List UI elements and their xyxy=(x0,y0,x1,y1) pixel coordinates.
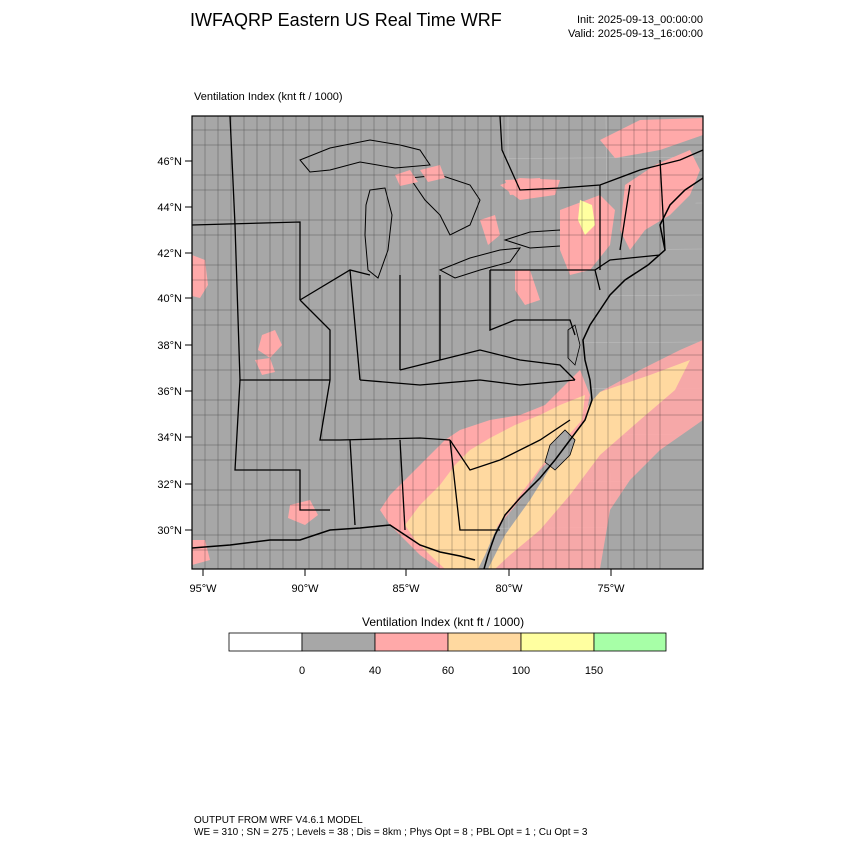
footer-line-1: OUTPUT FROM WRF V4.6.1 MODEL xyxy=(194,815,363,826)
lat-label: 40°N xyxy=(157,293,182,305)
lat-label: 44°N xyxy=(157,202,182,214)
plot-title: IWFAQRP Eastern US Real Time WRF xyxy=(190,10,502,30)
lat-label: 34°N xyxy=(157,432,182,444)
vi-100-150-patch xyxy=(578,200,595,235)
valid-time: Valid: 2025-09-13_16:00:00 xyxy=(568,28,703,40)
colorbar-swatch-40-60 xyxy=(374,632,449,652)
lat-label: 42°N xyxy=(157,248,182,260)
open-ocean xyxy=(600,420,703,569)
colorbar-swatch-above-150 xyxy=(593,632,667,652)
lon-label: 95°W xyxy=(189,583,217,595)
gulf-coastline xyxy=(192,524,476,561)
lon-label: 85°W xyxy=(392,583,420,595)
lat-labels: 46°N 44°N 42°N 40°N 38°N 36°N 34°N 32°N … xyxy=(157,156,182,537)
canada-border xyxy=(499,116,703,191)
colorbar-swatch-60-100 xyxy=(447,632,522,652)
offshore-band-60-100 xyxy=(488,360,690,569)
time-info: Init: 2025-09-13_00:00:00 Valid: 2025-09… xyxy=(545,13,703,41)
lon-label: 75°W xyxy=(597,583,625,595)
southeast-band-60-100 xyxy=(405,395,585,569)
colorbar: 0 40 60 100 150 xyxy=(228,632,667,677)
colorbar-tick-label: 0 xyxy=(299,665,305,677)
field-title: Ventilation Index (knt ft / 1000) xyxy=(194,91,343,103)
lat-label: 38°N xyxy=(157,340,182,352)
county-mesh xyxy=(192,116,703,569)
model-footer: OUTPUT FROM WRF V4.6.1 MODEL WE = 310 ; … xyxy=(194,815,587,839)
lat-label: 32°N xyxy=(157,479,182,491)
colorbar-tick-label: 100 xyxy=(512,665,530,677)
lat-label: 46°N xyxy=(157,156,182,168)
footer-line-2: WE = 310 ; SN = 275 ; Levels = 38 ; Dis … xyxy=(194,827,588,838)
map-area xyxy=(192,116,703,569)
axis-ticks xyxy=(185,160,612,576)
init-time: Init: 2025-09-13_00:00:00 xyxy=(577,14,703,26)
colorbar-tick-label: 40 xyxy=(369,665,381,677)
colorbar-title: Ventilation Index (knt ft / 1000) xyxy=(362,615,525,629)
colorbar-tick-label: 60 xyxy=(442,665,454,677)
state-boundaries xyxy=(192,116,666,531)
map-frame xyxy=(191,115,704,570)
colorbar-tick-label: 150 xyxy=(585,665,603,677)
colorbar-swatch-0-40 xyxy=(301,632,376,652)
lat-label: 36°N xyxy=(157,386,182,398)
lon-label: 80°W xyxy=(495,583,523,595)
lon-label: 90°W xyxy=(291,583,319,595)
east-coastline xyxy=(483,177,703,569)
lon-labels: 95°W 90°W 85°W 80°W 75°W xyxy=(189,583,625,595)
colorbar-swatch-100-150 xyxy=(520,632,595,652)
colorbar-swatch-below-0 xyxy=(228,632,303,652)
lat-label: 30°N xyxy=(157,525,182,537)
